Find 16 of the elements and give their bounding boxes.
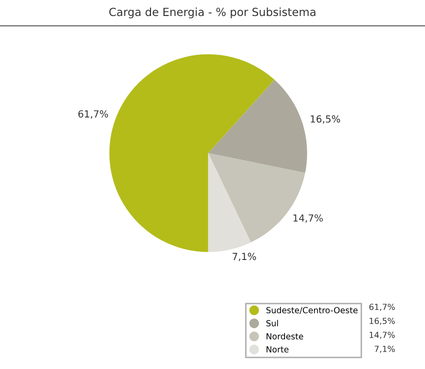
- text: 61,7%: [369, 304, 395, 311]
- legend-label: Sul: [266, 320, 278, 326]
- pie-slice: [109, 54, 275, 252]
- data-label: 7,1%: [232, 252, 256, 262]
- pie-slice: [208, 153, 251, 252]
- data-label: 61,7%: [78, 110, 108, 119]
- legend-label: Sudeste/Centro-Oeste: [266, 306, 358, 314]
- data-label: 14,7%: [294, 214, 323, 223]
- text: 14,7%: [370, 332, 395, 339]
- text: 7,1%: [374, 346, 395, 353]
- pie-slice: [208, 80, 308, 173]
- data-label: 16,5%: [310, 115, 340, 124]
- chart-title: Carga de Energia - % por Subsistema: [109, 8, 316, 18]
- legend-label: Norte: [266, 346, 289, 353]
- text: 16,5%: [370, 318, 395, 325]
- legend-label: Nordeste: [266, 332, 304, 340]
